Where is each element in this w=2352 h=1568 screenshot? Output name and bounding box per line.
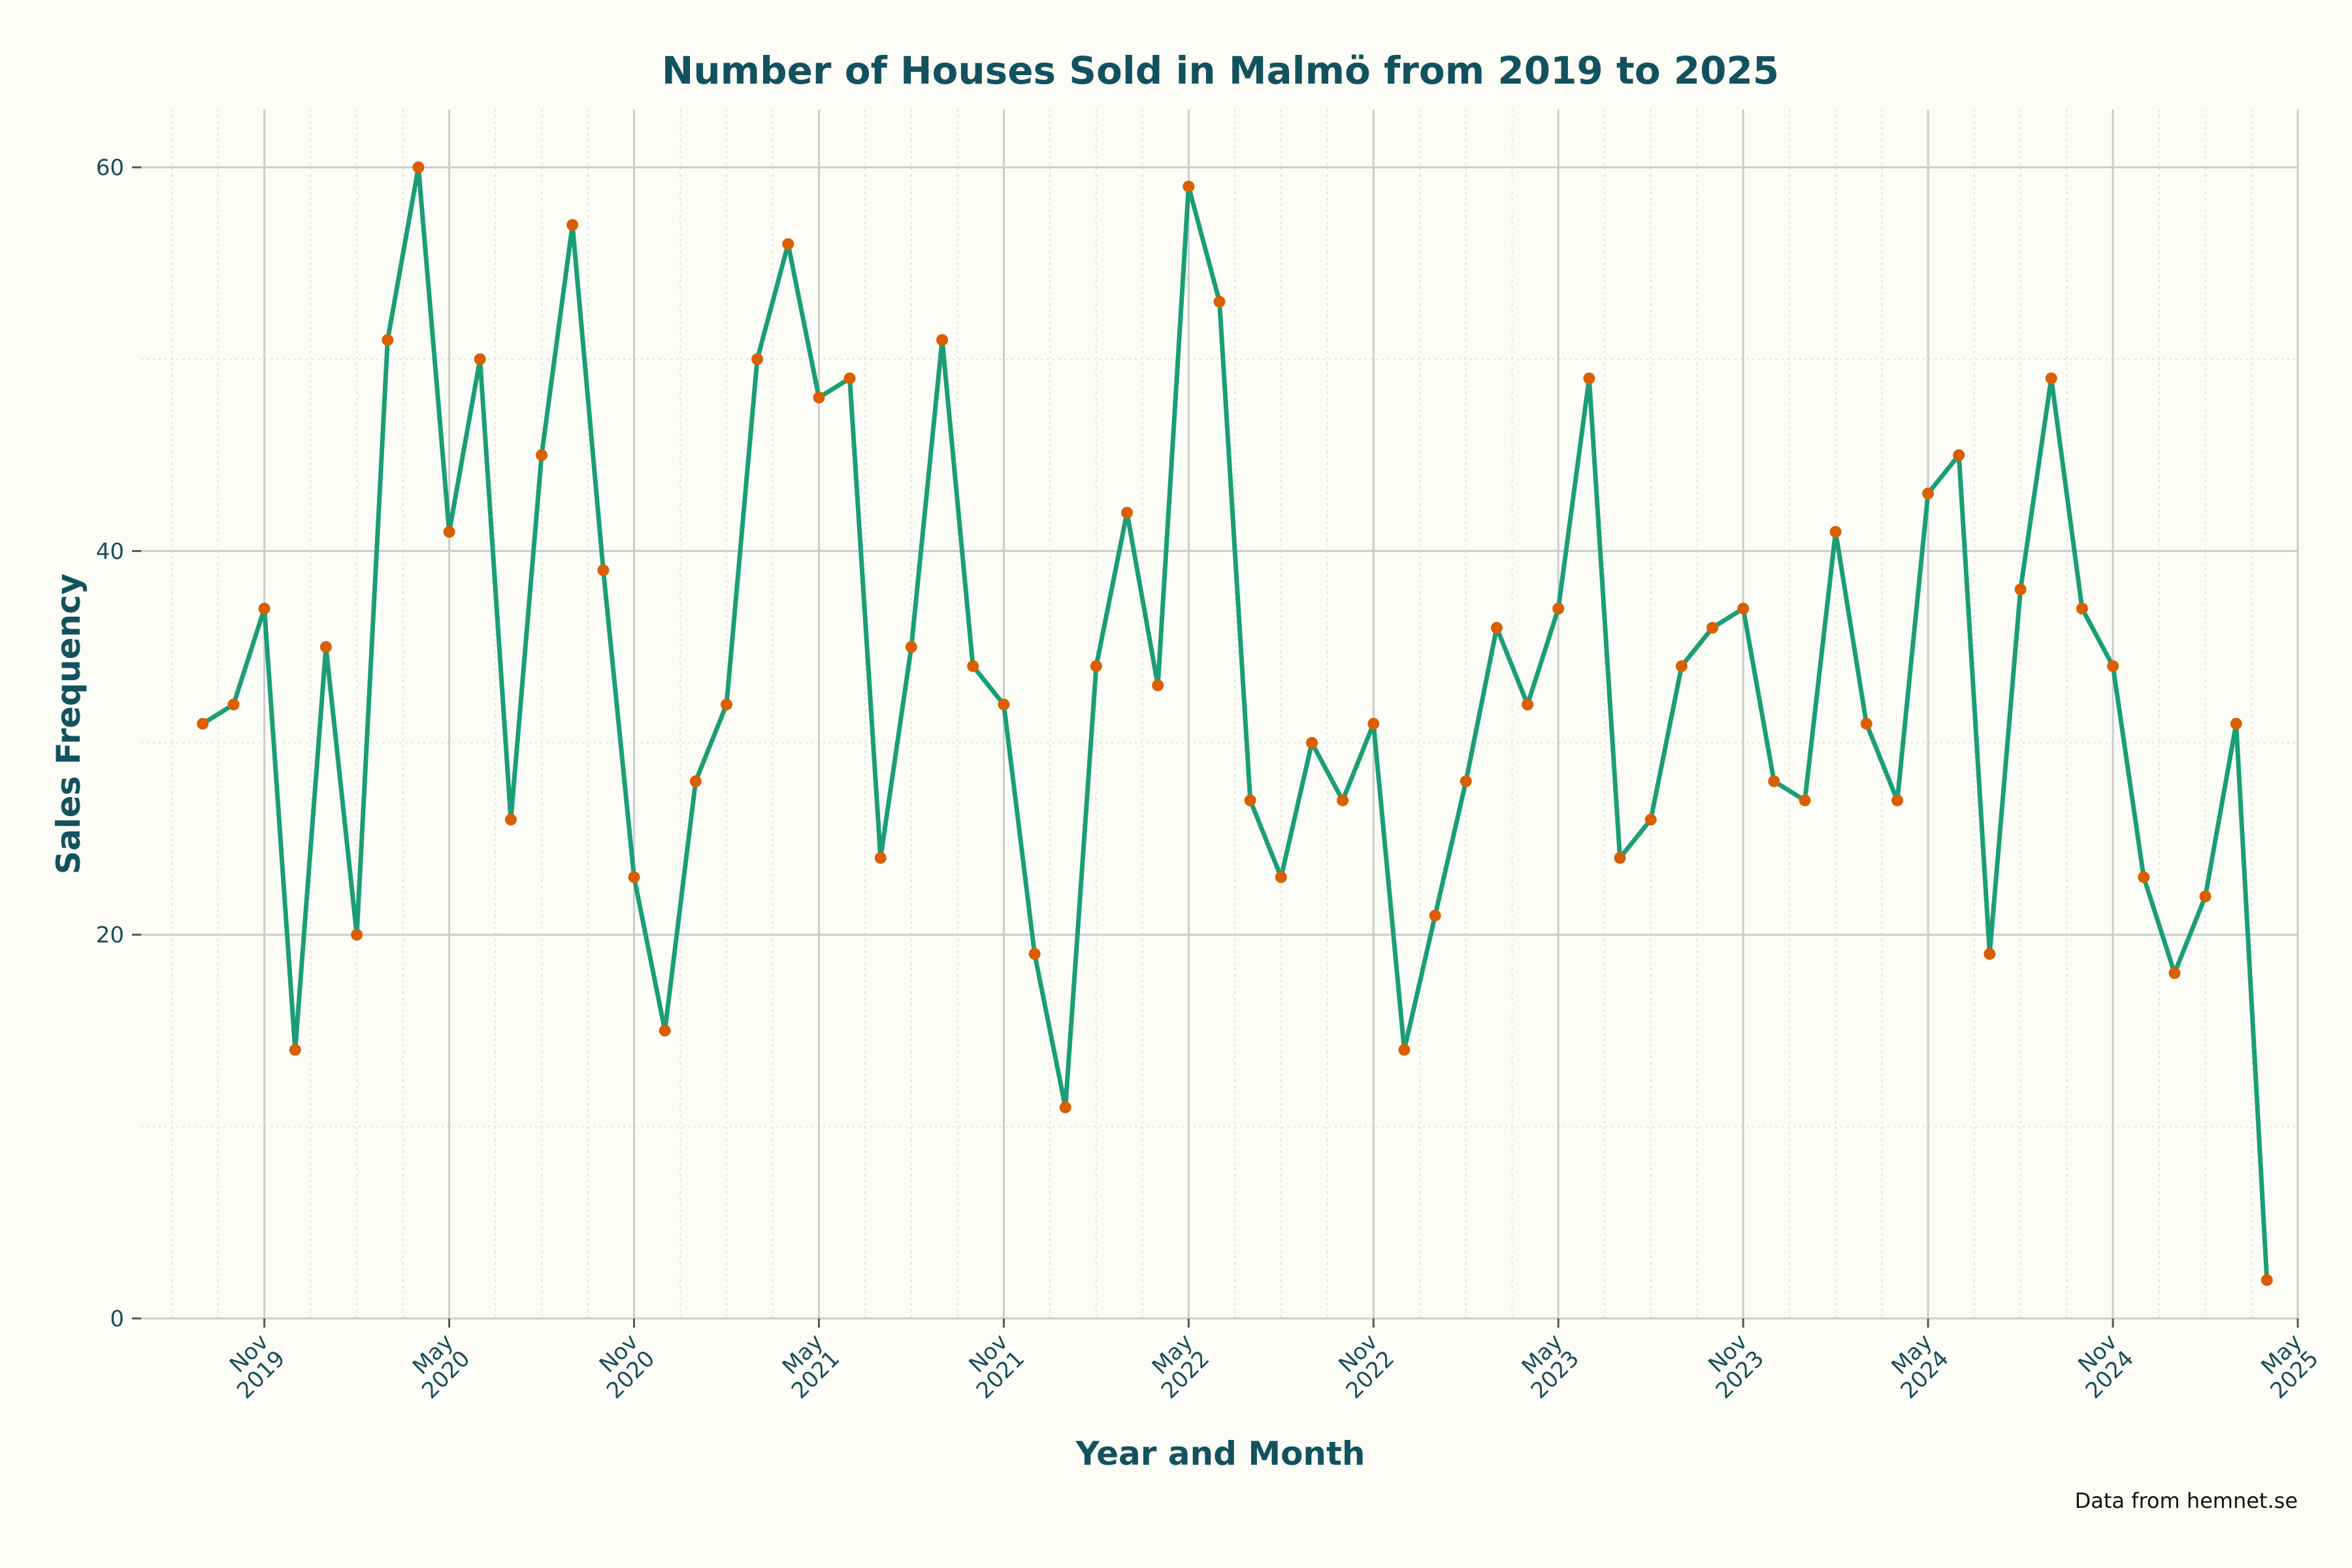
data-point	[1337, 794, 1349, 807]
data-point	[1891, 794, 1903, 807]
data-point	[412, 161, 425, 174]
data-point	[258, 602, 270, 615]
data-point	[382, 334, 394, 346]
data-point	[936, 334, 949, 346]
data-point	[905, 641, 917, 653]
data-point	[689, 775, 702, 787]
series-line	[200, 165, 2270, 1282]
data-point	[813, 391, 825, 404]
data-point	[1799, 794, 1811, 807]
series-layer	[197, 161, 2273, 1286]
x-axis-label: Year and Month	[1075, 1435, 1365, 1473]
data-point	[536, 449, 547, 461]
data-point	[2261, 1274, 2273, 1286]
data-point	[1490, 621, 1503, 634]
data-point	[566, 219, 579, 231]
data-point	[443, 526, 455, 538]
data-point	[1984, 948, 1996, 960]
data-point	[2107, 660, 2119, 672]
data-point	[597, 564, 610, 576]
data-point	[1707, 621, 1718, 634]
data-point	[1522, 698, 1534, 711]
data-point	[474, 353, 486, 365]
data-point	[1152, 679, 1164, 691]
data-point	[1737, 602, 1750, 615]
data-point	[2045, 372, 2057, 385]
data-point	[1829, 526, 1842, 538]
chart-title: Number of Houses Sold in Malmö from 2019…	[662, 48, 1779, 93]
data-point	[1367, 717, 1380, 730]
data-point	[843, 372, 856, 385]
data-point	[227, 698, 240, 711]
data-point	[289, 1043, 301, 1056]
data-point	[2014, 583, 2027, 596]
data-point	[1675, 660, 1688, 672]
data-point	[2138, 871, 2150, 883]
data-point	[1583, 372, 1595, 385]
data-point	[2230, 717, 2242, 730]
data-point	[1768, 775, 1780, 787]
data-point	[628, 871, 640, 883]
major-gridlines	[141, 110, 2299, 1320]
data-point	[751, 353, 764, 365]
data-point	[1275, 871, 1287, 883]
data-point	[197, 717, 209, 730]
data-point	[659, 1024, 671, 1037]
data-point	[967, 660, 979, 672]
data-point	[1644, 813, 1657, 826]
data-point	[874, 852, 887, 864]
data-point	[1429, 909, 1441, 922]
data-point	[504, 813, 517, 826]
y-axis-label: Sales Frequency	[50, 574, 88, 875]
data-point	[1552, 602, 1565, 615]
data-point	[1028, 948, 1041, 960]
data-point	[1244, 794, 1256, 807]
data-point	[1398, 1043, 1411, 1056]
data-point	[782, 238, 794, 250]
y-tick-label: 60	[96, 155, 124, 181]
data-point	[721, 698, 732, 711]
data-point	[2168, 967, 2181, 979]
data-point	[319, 641, 332, 653]
data-point	[351, 928, 363, 941]
data-point	[1183, 180, 1195, 193]
data-point	[1121, 506, 1133, 519]
y-tick-label: 0	[110, 1306, 124, 1332]
data-point	[1213, 295, 1226, 308]
y-tick-label: 40	[96, 538, 124, 564]
data-point	[1460, 775, 1472, 787]
data-point	[1860, 717, 1872, 730]
data-point	[998, 698, 1010, 711]
data-point	[1953, 449, 1965, 461]
data-point	[1059, 1102, 1071, 1113]
axes	[132, 166, 2299, 1328]
data-point	[2199, 890, 2212, 902]
data-source-caption: Data from hemnet.se	[2075, 1488, 2298, 1513]
data-point	[1614, 852, 1626, 864]
data-point	[1306, 737, 1318, 749]
minor-gridlines	[141, 110, 2298, 1318]
data-point	[2076, 602, 2088, 615]
y-tick-label: 20	[96, 923, 124, 949]
data-point	[1922, 487, 1935, 500]
data-point	[1090, 660, 1102, 672]
